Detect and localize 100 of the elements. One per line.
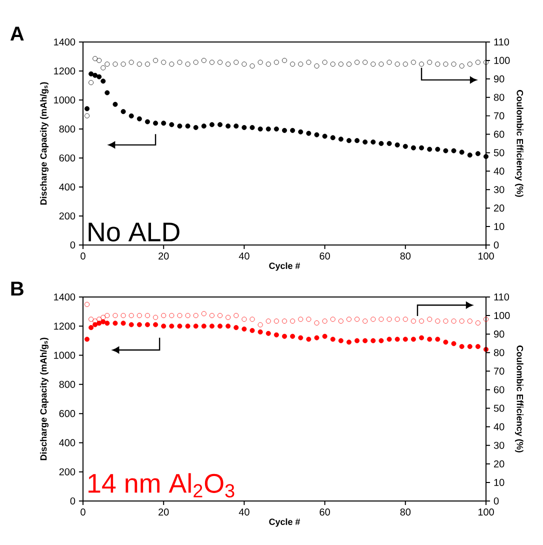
x-axis-title: Cycle # [269, 262, 300, 271]
point [435, 146, 440, 152]
point [386, 140, 392, 146]
point [427, 316, 432, 322]
point [250, 63, 255, 68]
y2-tick-label: 40 [494, 423, 504, 430]
point [378, 62, 384, 67]
point [410, 60, 416, 65]
x-tick-label: 0 [80, 252, 86, 260]
point [370, 140, 376, 145]
point [84, 336, 90, 342]
point [88, 316, 94, 322]
y2-tick-label: 100 [494, 56, 510, 64]
point [177, 324, 182, 329]
point [266, 126, 271, 132]
text: A [10, 26, 24, 40]
point [410, 145, 416, 150]
point [386, 316, 392, 322]
x-tick-label: 20 [158, 508, 169, 516]
point [427, 146, 432, 152]
point [144, 119, 150, 124]
y-tick-label: 0 [70, 241, 76, 249]
point [443, 318, 448, 324]
point [451, 148, 456, 154]
point [354, 338, 360, 344]
point [112, 320, 118, 326]
point [128, 60, 134, 65]
y-tick-label: 1000 [54, 96, 76, 104]
y2-tick-label: 90 [494, 330, 504, 338]
x-tick-label: 100 [478, 508, 494, 516]
y-tick-label: 200 [59, 468, 76, 476]
point [274, 126, 279, 132]
x-tick-label: 80 [400, 508, 411, 516]
point [177, 313, 182, 318]
point [242, 326, 247, 332]
point [290, 334, 296, 339]
point [394, 316, 400, 322]
y-tick-label: 400 [59, 183, 76, 191]
point [96, 316, 102, 322]
point [484, 60, 488, 65]
point [298, 62, 304, 67]
point [314, 63, 320, 68]
point [185, 124, 190, 129]
point [330, 135, 336, 140]
point [266, 62, 271, 67]
point [88, 71, 94, 76]
text: B [11, 282, 24, 296]
point [84, 302, 90, 307]
point [394, 142, 400, 148]
point [136, 62, 142, 67]
point [290, 318, 296, 324]
point [306, 316, 312, 322]
point [120, 320, 126, 326]
y2-tick-label: 0 [494, 241, 499, 249]
point [88, 325, 94, 330]
point [209, 60, 214, 65]
y-tick-label: 1400 [54, 293, 76, 301]
point [435, 336, 440, 342]
point [362, 318, 368, 324]
point [419, 62, 424, 67]
point [443, 340, 448, 345]
point [234, 325, 239, 330]
point [410, 318, 416, 324]
point [104, 320, 110, 326]
point [100, 78, 106, 84]
y2-tick-label: 0 [494, 497, 499, 505]
y2-tick-label: 80 [494, 349, 504, 356]
point [467, 344, 472, 350]
point [419, 145, 424, 150]
y2-tick-label: 90 [494, 75, 504, 82]
y-tick-label: 600 [59, 154, 76, 162]
point [128, 322, 134, 328]
x-axis-title: Cycle # [269, 518, 300, 527]
point [153, 58, 158, 63]
point [346, 316, 352, 322]
point [169, 122, 174, 128]
point [104, 90, 110, 96]
point [120, 109, 126, 114]
point [84, 113, 90, 118]
point [290, 128, 296, 133]
point [88, 80, 94, 86]
point [161, 60, 166, 65]
point [378, 140, 384, 146]
point [394, 62, 400, 67]
point [242, 62, 247, 67]
point [298, 335, 304, 340]
point [459, 344, 464, 350]
point [266, 318, 271, 324]
point [314, 132, 320, 138]
point [475, 344, 480, 350]
point [185, 324, 190, 329]
point [346, 138, 352, 144]
x-tick-label: 40 [238, 252, 250, 260]
point [169, 313, 174, 318]
y2-tick-label: 60 [494, 386, 504, 394]
point [419, 335, 424, 340]
y-tick-label: 1200 [54, 67, 76, 75]
annotation: No ALD [88, 222, 180, 242]
y2-tick-label: 110 [494, 293, 510, 301]
point [185, 313, 190, 318]
